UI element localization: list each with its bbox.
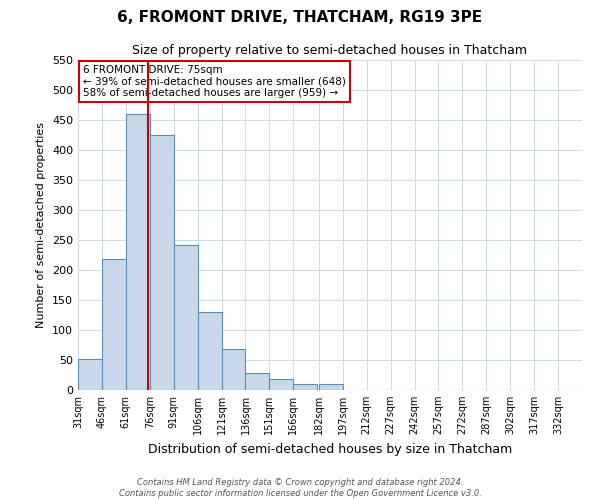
Text: Contains HM Land Registry data © Crown copyright and database right 2024.
Contai: Contains HM Land Registry data © Crown c…: [119, 478, 481, 498]
Bar: [197, 312, 221, 390]
Bar: [150, 135, 173, 390]
Bar: [126, 114, 150, 390]
Bar: [293, 384, 317, 390]
Y-axis label: Number of semi-detached properties: Number of semi-detached properties: [37, 122, 46, 328]
Bar: [221, 349, 245, 390]
Bar: [245, 372, 269, 390]
Text: 6, FROMONT DRIVE, THATCHAM, RG19 3PE: 6, FROMONT DRIVE, THATCHAM, RG19 3PE: [118, 10, 482, 25]
X-axis label: Distribution of semi-detached houses by size in Thatcham: Distribution of semi-detached houses by …: [148, 442, 512, 456]
Text: 6 FROMONT DRIVE: 75sqm
← 39% of semi-detached houses are smaller (648)
58% of se: 6 FROMONT DRIVE: 75sqm ← 39% of semi-det…: [83, 65, 346, 98]
Bar: [78, 359, 102, 390]
Bar: [102, 259, 126, 390]
Bar: [173, 245, 197, 390]
Title: Size of property relative to semi-detached houses in Thatcham: Size of property relative to semi-detach…: [133, 44, 527, 58]
Bar: [319, 384, 343, 390]
Bar: [269, 378, 293, 390]
